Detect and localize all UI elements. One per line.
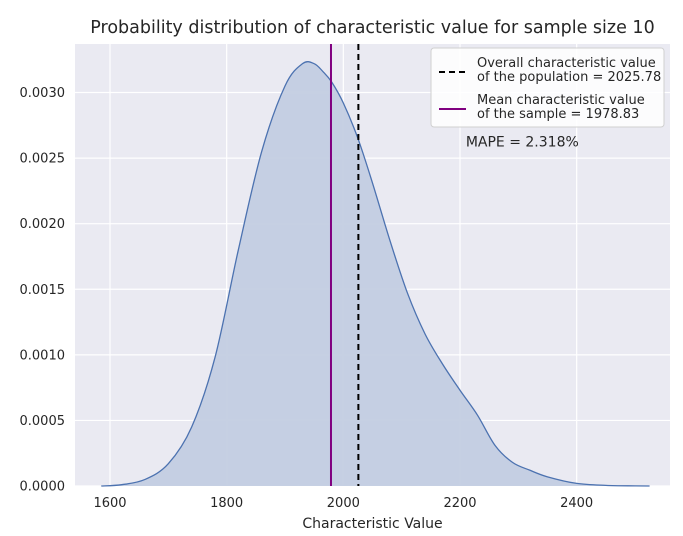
y-tick-label: 0.0005 (20, 414, 66, 429)
density-area (101, 61, 650, 486)
y-axis: 0.0000 0.0005 0.0010 0.0015 0.0020 0.0025 0.00… (20, 86, 66, 494)
legend-label: Overall characteristic value (477, 56, 656, 71)
y-tick-label: 0.0030 (20, 86, 66, 101)
y-tick-label: 0.0025 (20, 152, 66, 167)
y-tick-label: 0.0000 (20, 480, 66, 495)
chart-title: Probability distribution of characterist… (90, 18, 654, 38)
mape-annotation: MAPE = 2.318% (466, 134, 579, 150)
x-axis-label: Characteristic Value (302, 516, 442, 532)
vline-layer (329, 44, 360, 486)
x-axis: 1600 1800 2000 2200 2400 (93, 496, 593, 511)
x-tick-label: 2000 (327, 496, 360, 511)
x-tick-label: 1600 (93, 496, 126, 511)
legend-label: of the sample = 1978.83 (477, 107, 639, 122)
legend-label: Mean characteristic value (477, 93, 645, 108)
y-tick-label: 0.0015 (20, 283, 66, 298)
y-tick-label: 0.0020 (20, 217, 66, 232)
legend-box (430, 47, 665, 128)
legend-label: of the population = 2025.78 (477, 70, 661, 85)
x-tick-label: 2200 (443, 496, 476, 511)
annotations: MAPE = 2.318% (466, 134, 579, 150)
x-tick-label: 1800 (210, 496, 243, 511)
y-tick-label: 0.0010 (20, 348, 66, 363)
x-tick-label: 2400 (560, 496, 593, 511)
